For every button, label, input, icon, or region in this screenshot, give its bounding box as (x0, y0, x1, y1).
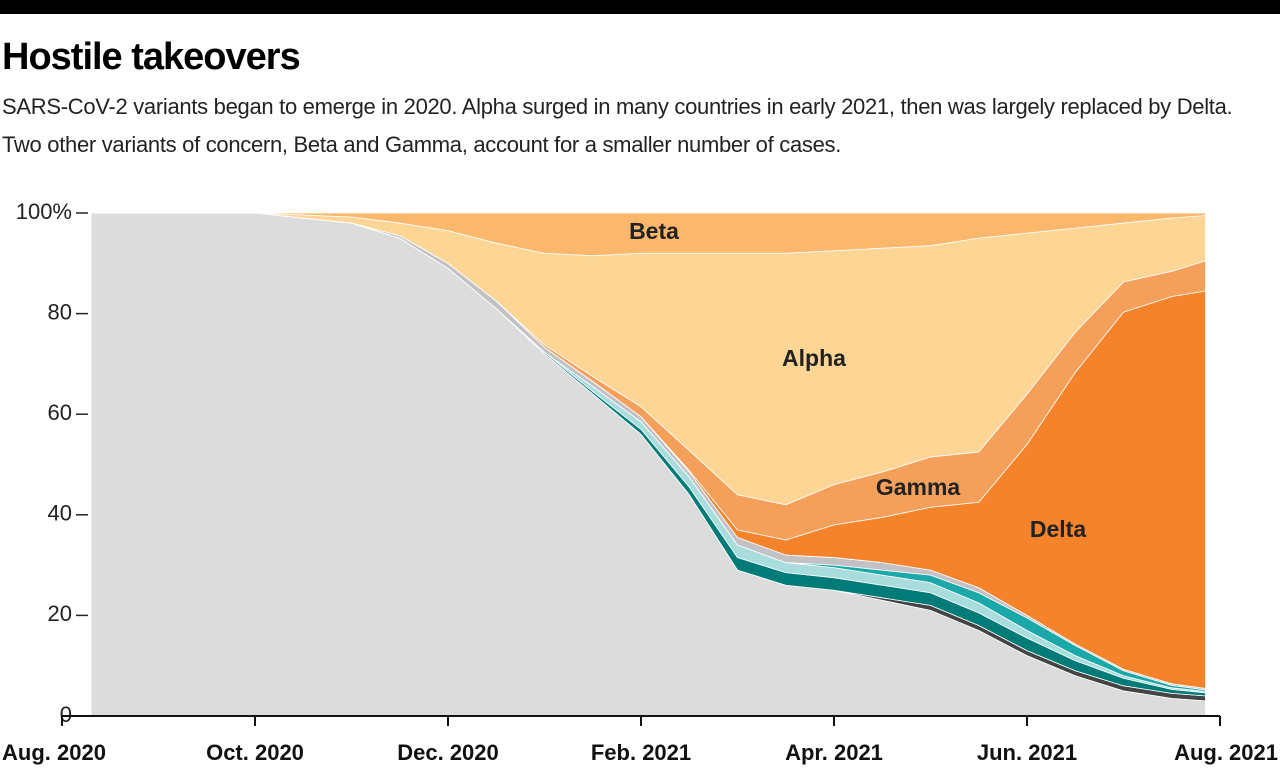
area-label: Delta (1030, 516, 1086, 542)
chart-subtitle: SARS-CoV-2 variants began to emerge in 2… (2, 94, 1233, 157)
y-tick-label: 80 (48, 299, 72, 324)
x-tick-label: Aug. 2021 (1174, 740, 1278, 765)
y-tick-label: 20 (48, 601, 72, 626)
y-tick-label: 60 (48, 400, 72, 425)
x-tick-label: Oct. 2020 (206, 740, 304, 765)
x-tick-label: Aug. 2020 (2, 740, 106, 765)
y-tick-label: 100% (16, 199, 72, 224)
x-tick-label: Feb. 2021 (591, 740, 691, 765)
x-tick-label: Dec. 2020 (397, 740, 499, 765)
chart-title: Hostile takeovers (2, 36, 301, 78)
area-label: Alpha (782, 345, 846, 371)
area (90, 212, 1206, 257)
x-tick-label: Jun. 2021 (977, 740, 1077, 765)
top-bar (0, 0, 1280, 14)
area-label: Gamma (876, 474, 961, 500)
y-tick-label: 40 (48, 501, 72, 526)
x-tick-label: Apr. 2021 (785, 740, 883, 765)
area-label: Beta (629, 218, 679, 244)
